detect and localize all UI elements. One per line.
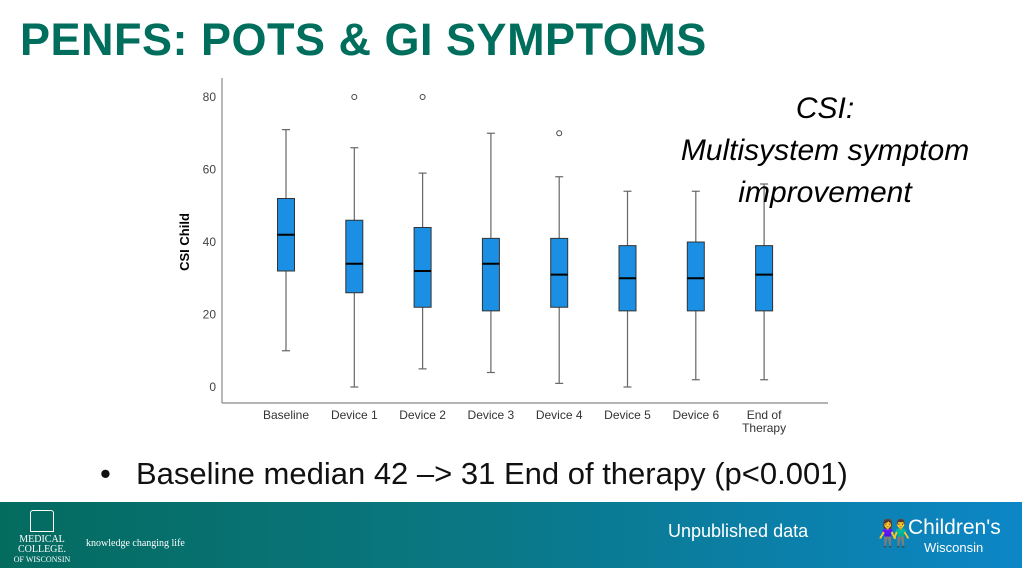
slide-title: PENFS: POTS & GI SYMPTOMS [20, 14, 707, 65]
chart-annotation: CSI: Multisystem symptom improvement [650, 88, 1000, 214]
x-tick-label: Device 3 [468, 408, 515, 422]
iqr-box [413, 227, 432, 308]
y-axis-label: CSI Child [177, 213, 192, 271]
x-tick-label: Device 4 [536, 408, 583, 422]
box-3 [413, 94, 432, 370]
outlier-point [556, 130, 563, 137]
x-tick-label: End of Therapy [742, 408, 786, 435]
y-tick-label: 40 [203, 235, 217, 249]
logo-text: Children's [908, 516, 1001, 539]
annotation-line: CSI: [795, 92, 855, 125]
y-tick-label: 20 [203, 308, 217, 322]
tagline: knowledge changing life [86, 538, 185, 549]
footer-band: MEDICAL COLLEGE. OF WISCONSIN knowledge … [0, 502, 1022, 568]
boxplot-chart: CSI Child 0 20 40 60 80 Baseline Device 1 Devi… [177, 78, 828, 435]
y-tick-label: 80 [203, 90, 217, 104]
y-tick-label: 60 [203, 163, 217, 177]
iqr-box [345, 219, 364, 294]
box-2 [345, 94, 364, 388]
box-4 [481, 132, 500, 374]
box-7 [686, 190, 705, 381]
box-6 [618, 190, 637, 388]
box-1 [277, 129, 295, 352]
medical-college-logo: MEDICAL COLLEGE. OF WISCONSIN [12, 510, 72, 565]
logo-text: MEDICAL [19, 534, 65, 545]
unpublished-note: Unpublished data [668, 521, 809, 541]
x-tick-label: Device 2 [399, 408, 446, 422]
outlier-point [419, 94, 426, 100]
y-tick-label: 0 [209, 380, 216, 394]
bullet-point: • Baseline median 42 –> 31 End of therapy… [100, 456, 848, 492]
x-tick-label: Device 1 [331, 408, 378, 422]
bullet-text: Baseline median 42 –> 31 End of therapy … [136, 456, 848, 491]
box-8 [755, 183, 774, 381]
logo-text: OF WISCONSIN [13, 555, 71, 564]
logo-text: COLLEGE. [17, 544, 67, 555]
iqr-box [686, 241, 705, 312]
annotation-line: Multisystem symptom [680, 134, 970, 167]
children-figures-icon: 👫 [878, 518, 911, 548]
annotation-line: improvement [738, 176, 912, 209]
x-tick-label: Baseline [263, 408, 309, 422]
logo-text: Wisconsin [924, 540, 984, 555]
iqr-box [481, 237, 500, 312]
outlier-point [351, 94, 358, 100]
x-tick-label: Device 6 [672, 408, 719, 422]
iqr-box [550, 237, 569, 308]
crest-icon [30, 510, 54, 532]
bullet-icon: • [100, 456, 111, 491]
box-5 [550, 130, 569, 384]
iqr-box [755, 245, 774, 312]
x-tick-label: Device 5 [604, 408, 651, 422]
